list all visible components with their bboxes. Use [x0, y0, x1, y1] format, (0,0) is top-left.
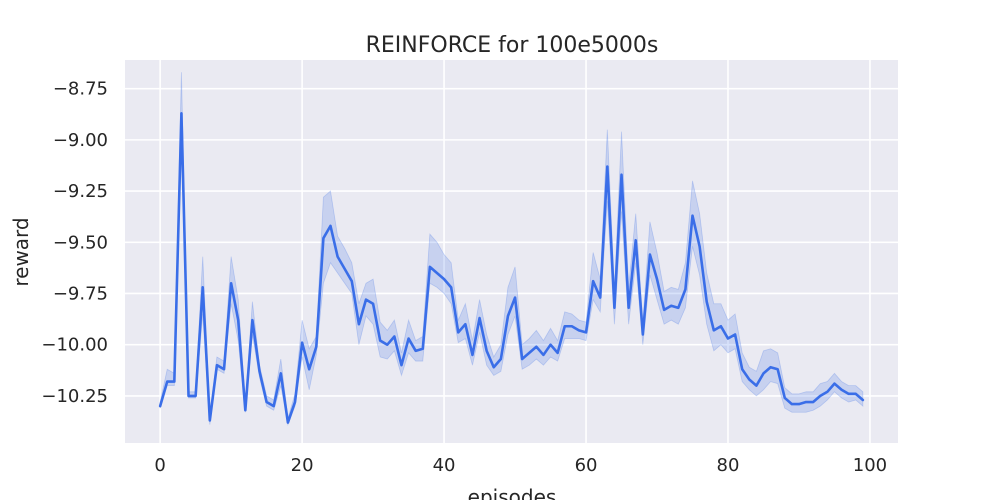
confidence-band	[159, 72, 864, 427]
y-grid	[125, 87, 898, 397]
chart-title: REINFORCE for 100e5000s	[366, 33, 659, 58]
y-tick-label: −9.25	[53, 181, 108, 202]
series-line	[158, 111, 865, 424]
series-layer	[158, 72, 865, 427]
x-tick-label: 40	[433, 455, 456, 476]
y-tick-label: −10.00	[41, 335, 108, 356]
y-tick-label: −10.25	[41, 386, 108, 407]
x-tick-label: 100	[853, 455, 887, 476]
y-tick-label: −9.00	[53, 130, 108, 151]
y-tick-label: −9.75	[53, 283, 108, 304]
x-tick-label: 80	[717, 455, 740, 476]
y-tick-label: −9.50	[53, 232, 108, 253]
x-tick-label: 20	[291, 455, 314, 476]
y-tick-labels: −10.25 −10.00 −9.75 −9.50 −9.25 −9.00 −8.75	[41, 79, 108, 407]
x-tick-labels: 0 20 40 60 80 100	[154, 455, 887, 476]
y-axis-label: reward	[9, 217, 33, 286]
y-tick-label: −8.75	[53, 79, 108, 100]
x-tick-label: 0	[154, 455, 165, 476]
x-grid	[159, 60, 871, 443]
plot-background	[125, 60, 898, 443]
x-axis-label: episodes	[468, 485, 557, 500]
x-tick-label: 60	[575, 455, 598, 476]
